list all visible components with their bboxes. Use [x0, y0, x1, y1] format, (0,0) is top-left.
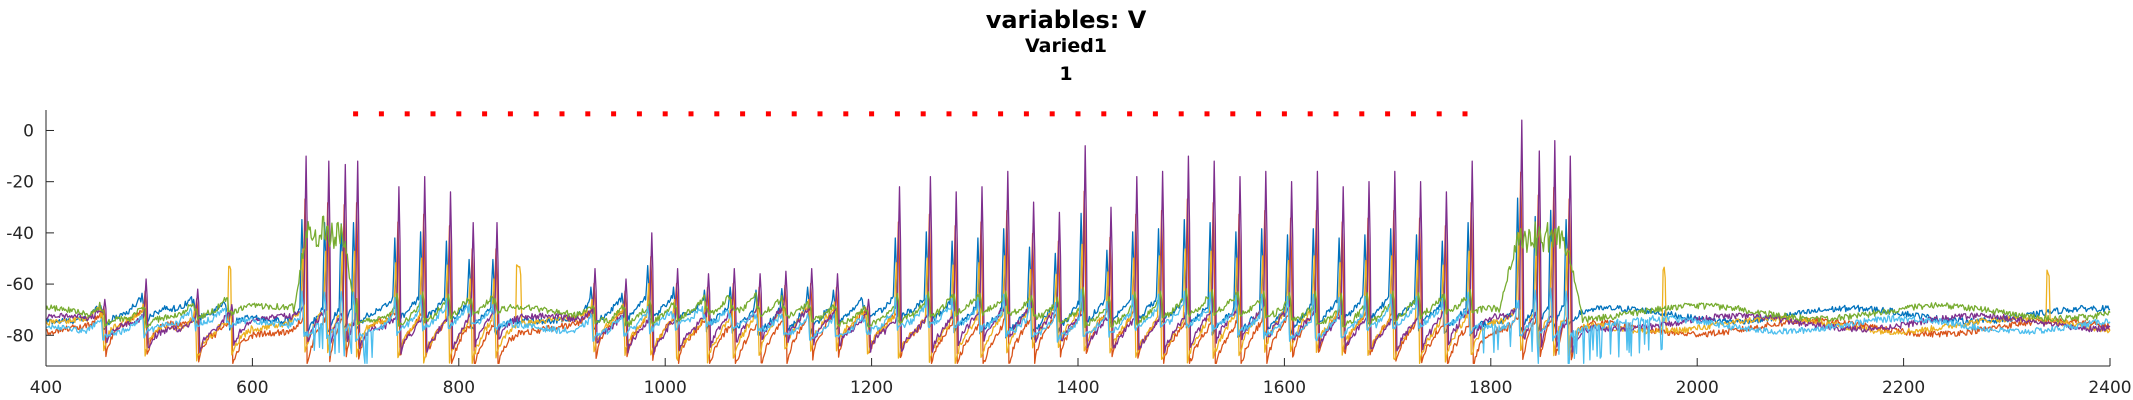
x-tick-label: 1600	[1263, 378, 1306, 398]
stimulus-marker	[1281, 111, 1287, 117]
y-tick-label: -20	[6, 173, 34, 193]
stimulus-marker	[1075, 111, 1081, 117]
stimulus-marker	[740, 111, 746, 117]
stimulus-marker	[1023, 111, 1029, 117]
y-tick-label: -60	[6, 275, 34, 295]
stimulus-marker	[1178, 111, 1184, 117]
y-tick-label: -80	[6, 326, 34, 346]
plot-area	[45, 119, 2111, 365]
axes: 400 600 800 1000 1200 1400 1600 1800 2000 2200 240…	[6, 110, 2132, 398]
stimulus-marker	[482, 111, 488, 117]
stimulus-marker	[1385, 111, 1391, 117]
y-tick-label: -40	[6, 224, 34, 244]
x-tick-label: 1800	[1469, 378, 1512, 398]
x-tick-label: 1200	[850, 378, 893, 398]
x-tick-label: 800	[443, 378, 475, 398]
stimulus-marker	[972, 111, 978, 117]
stimulus-marker	[1152, 111, 1158, 117]
x-tick-label: 2200	[1882, 378, 1925, 398]
stimulus-marker	[1436, 111, 1442, 117]
stimulus-marker	[533, 111, 539, 117]
stimulus-marker	[894, 111, 900, 117]
stimulus-marker	[688, 111, 694, 117]
stimulus-marker	[1049, 111, 1055, 117]
x-tick-label: 400	[30, 378, 62, 398]
stimulus-marker	[1127, 111, 1133, 117]
stimulus-marker	[765, 111, 771, 117]
x-tick-label: 1400	[1056, 378, 1099, 398]
stimulus-marker	[430, 111, 436, 117]
stimulus-marker	[1204, 111, 1210, 117]
x-tick-label: 600	[236, 378, 268, 398]
stimulus-marker	[1256, 111, 1262, 117]
stimulus-marker	[1410, 111, 1416, 117]
stimulus-marker	[662, 111, 668, 117]
stimulus-marker	[869, 111, 875, 117]
stimulus-marker	[998, 111, 1004, 117]
stimulus-marker	[843, 111, 849, 117]
stimulus-marker	[611, 111, 617, 117]
x-tick-label: 2000	[1676, 378, 1719, 398]
stimulus-marker	[920, 111, 926, 117]
stimulus-marker	[404, 111, 410, 117]
series-line-6	[45, 287, 2111, 365]
chart-subtitle-2: 1	[1059, 63, 1072, 85]
stimulus-marker	[714, 111, 720, 117]
stimulus-marker	[1307, 111, 1313, 117]
series-line-5	[45, 215, 2111, 329]
stimulus-marker	[1359, 111, 1365, 117]
stimulus-marker	[791, 111, 797, 117]
stimulus-marker	[456, 111, 462, 117]
stimulus-marker	[1462, 111, 1468, 117]
stimulus-marker	[1230, 111, 1236, 117]
stimulus-marker	[378, 111, 384, 117]
stimulus-marker	[507, 111, 513, 117]
stimulus-marker	[353, 111, 359, 117]
x-tick-label: 2400	[2088, 378, 2131, 398]
stimulus-marker	[636, 111, 642, 117]
stimulus-markers	[353, 111, 1468, 117]
stimulus-marker	[1333, 111, 1339, 117]
chart-subtitle: Varied1	[1025, 35, 1107, 57]
stimulus-marker	[817, 111, 823, 117]
chart-title: variables: V	[986, 6, 1147, 34]
stimulus-marker	[559, 111, 565, 117]
stimulus-marker	[1101, 111, 1107, 117]
y-tick-label: 0	[23, 121, 34, 141]
stimulus-marker	[946, 111, 952, 117]
stimulus-marker	[585, 111, 591, 117]
x-tick-label: 1000	[644, 378, 687, 398]
